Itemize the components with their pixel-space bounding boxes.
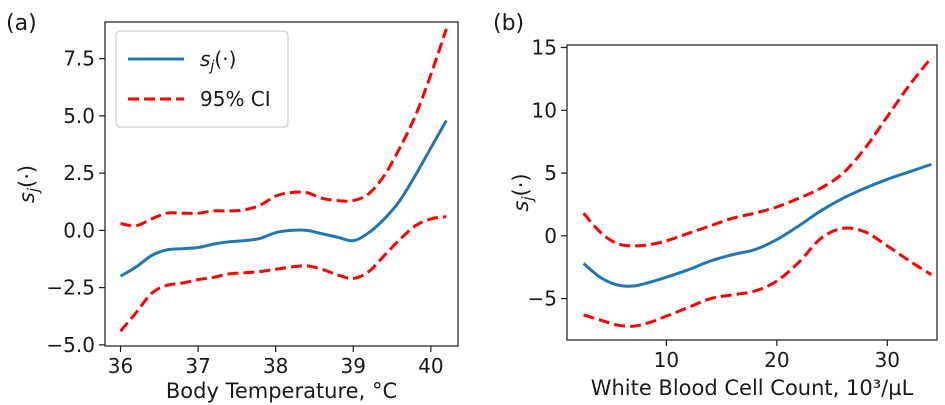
y-tick-label: 0.0 bbox=[63, 218, 95, 242]
x-tick-label: 38 bbox=[263, 354, 288, 378]
y-tick-label: 10 bbox=[532, 98, 557, 122]
series-line-sj bbox=[582, 162, 932, 288]
series-line-ci-lower bbox=[583, 226, 933, 328]
series-line-sj bbox=[119, 119, 448, 278]
y-tick-label: 5 bbox=[544, 161, 557, 185]
x-tick-label: 40 bbox=[418, 354, 443, 378]
panel-letter: (a) bbox=[6, 11, 37, 36]
y-tick-label: −2.5 bbox=[46, 276, 95, 300]
plot-frame bbox=[104, 21, 459, 347]
x-tick-label: 36 bbox=[108, 354, 133, 378]
y-tick-label: −5.0 bbox=[46, 333, 95, 357]
x-tick-label: 30 bbox=[875, 348, 900, 372]
panel-letter: (b) bbox=[493, 11, 524, 36]
y-tick-label: 5.0 bbox=[63, 104, 95, 128]
panel-b: (b) 10 20 30 −5 0 5 10 15 White Blood Cell Count,… bbox=[493, 11, 938, 400]
plot-frame bbox=[566, 44, 938, 341]
series-line-ci-lower bbox=[119, 215, 447, 333]
y-tick-label: 2.5 bbox=[63, 161, 95, 185]
x-axis-label: Body Temperature, °C bbox=[166, 379, 397, 403]
y-axis-label: sj(·) bbox=[15, 165, 43, 203]
x-axis-label: White Blood Cell Count, 10³/µL bbox=[591, 376, 914, 400]
legend-box bbox=[115, 30, 289, 128]
x-tick-label: 20 bbox=[764, 348, 789, 372]
y-tick-label: −5 bbox=[528, 287, 557, 311]
y-tick-label: 15 bbox=[532, 36, 557, 60]
series-line-ci-upper bbox=[582, 56, 933, 248]
legend-label: sj(·) bbox=[200, 47, 236, 74]
series-line-ci-upper bbox=[120, 28, 448, 228]
y-tick-label: 0 bbox=[544, 224, 557, 248]
legend-label: 95% CI bbox=[200, 87, 271, 111]
legend: sj(·) 95% CI bbox=[115, 30, 289, 128]
y-tick-label: 7.5 bbox=[63, 47, 95, 71]
x-tick-label: 10 bbox=[654, 348, 679, 372]
y-axis-label: sj(·) bbox=[509, 173, 537, 211]
panel-a: (a) 36 37 38 39 40 −5.0 −2.5 0.0 2.5 5.0 7.5 Body Te… bbox=[6, 11, 459, 403]
x-tick-label: 37 bbox=[185, 354, 210, 378]
x-tick-label: 39 bbox=[341, 354, 366, 378]
